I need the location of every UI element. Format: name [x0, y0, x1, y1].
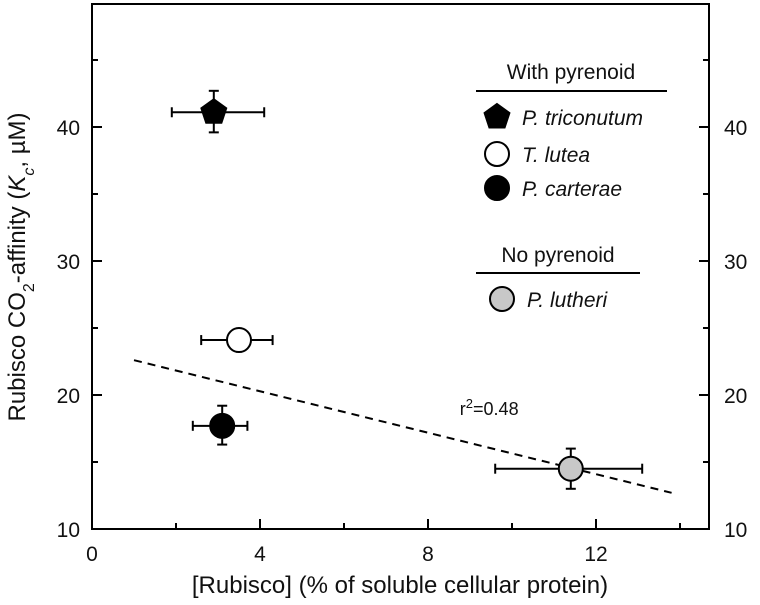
y-tick-label-left: 40	[57, 117, 80, 140]
legend-label: P. carterae	[522, 178, 622, 201]
legend-marker	[484, 141, 510, 167]
plot-frame	[91, 3, 710, 530]
legend: With pyrenoid P. triconutum T. lutea P. car…	[476, 61, 667, 312]
x-tick-label: 4	[254, 543, 266, 566]
data-point	[200, 98, 228, 124]
y-ticks: 10 10 20 20 30 30 40 40	[57, 59, 747, 542]
data-point	[209, 412, 236, 439]
x-tick-label: 12	[584, 543, 607, 566]
legend-marker	[484, 175, 510, 201]
legend-group-title: No pyrenoid	[501, 244, 614, 267]
y-axis-title: Rubisco CO2-affinity (Kc, µM)	[4, 112, 38, 421]
legend-label: P. lutheri	[527, 289, 608, 312]
y-axis-title-part: -affinity (	[4, 192, 31, 284]
legend-label: P. triconutum	[522, 107, 643, 130]
legend-marker	[489, 286, 515, 312]
legend-marker	[483, 102, 511, 129]
x-axis-title: [Rubisco] (% of soluble cellular protein…	[192, 572, 608, 599]
y-tick-label-right: 10	[724, 519, 747, 542]
data-points	[170, 89, 644, 490]
y-axis-title-part: K	[4, 175, 31, 192]
x-ticks: 0 4 8 12	[86, 519, 681, 566]
r-squared-label: r2=0.48	[460, 396, 519, 420]
legend-group-title: With pyrenoid	[507, 61, 635, 84]
data-point	[557, 455, 584, 482]
y-axis-title-part: , µM)	[4, 112, 31, 167]
annotation-group: r2=0.48	[460, 396, 519, 420]
y-tick-label-right: 30	[724, 251, 747, 274]
y-tick-label-right: 20	[724, 385, 747, 408]
y-axis-title-part: c	[21, 168, 38, 176]
y-axis-title-part: Rubisco CO	[4, 292, 31, 421]
y-tick-label-right: 40	[724, 117, 747, 140]
y-tick-label-left: 30	[57, 251, 80, 274]
x-tick-label: 0	[86, 543, 98, 566]
legend-label: T. lutea	[522, 144, 590, 167]
x-tick-label: 8	[422, 543, 434, 566]
y-tick-label-left: 20	[57, 385, 80, 408]
data-point	[226, 327, 252, 354]
y-tick-label-left: 10	[57, 519, 80, 542]
y-axis-title-part: 2	[21, 283, 38, 292]
